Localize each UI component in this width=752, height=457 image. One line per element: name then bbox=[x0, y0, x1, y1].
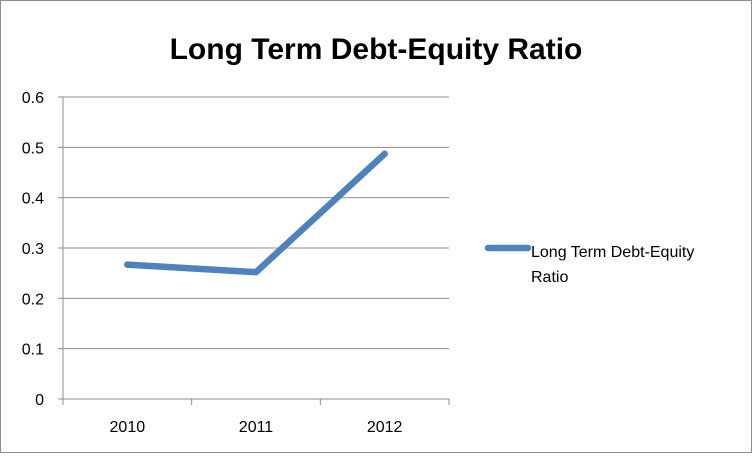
data-point-2012 bbox=[381, 150, 388, 158]
x-tick-label-2011: 2011 bbox=[239, 419, 274, 436]
series-layer bbox=[124, 150, 388, 276]
y-tick-label-5: 0.5 bbox=[22, 140, 44, 157]
legend-label-line-1: Ratio bbox=[531, 269, 568, 286]
chart-title: Long Term Debt-Equity Ratio bbox=[170, 33, 583, 66]
y-tick-label-4: 0.4 bbox=[22, 191, 44, 208]
legend-label-line-0: Long Term Debt-Equity bbox=[531, 244, 694, 261]
axes: 0 0.1 0.2 0.3 0.4 0.5 0.6 2010 2011 2012 bbox=[22, 90, 450, 436]
y-tick-label-0: 0 bbox=[35, 392, 44, 409]
series-line-0 bbox=[124, 150, 388, 276]
data-point-2010 bbox=[124, 261, 131, 268]
legend: Long Term Debt-Equity Ratio bbox=[484, 244, 694, 286]
gridlines bbox=[63, 96, 449, 350]
y-tick-label-2: 0.2 bbox=[22, 291, 44, 308]
y-tick-label-6: 0.6 bbox=[22, 90, 44, 107]
y-tick-label-1: 0.1 bbox=[22, 342, 44, 359]
x-tick-label-2012: 2012 bbox=[367, 419, 403, 436]
x-tick-label-2010: 2010 bbox=[110, 419, 146, 436]
data-point-2011 bbox=[252, 268, 260, 276]
y-tick-label-3: 0.3 bbox=[22, 241, 44, 258]
